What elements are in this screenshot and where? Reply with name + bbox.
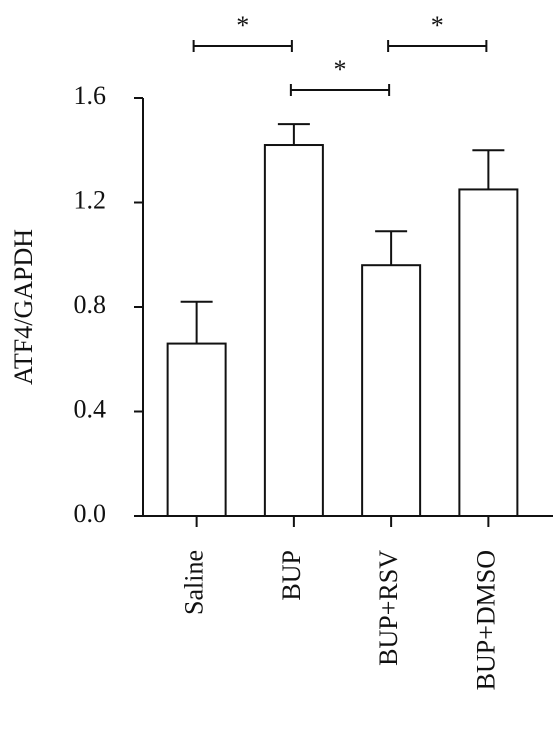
significance-bracket — [289, 84, 391, 96]
y-axis-label: ATF4/GAPDH — [9, 229, 38, 385]
y-tick-label: 0.0 — [74, 499, 107, 528]
significance-label: * — [431, 11, 444, 40]
y-tick-label: 0.8 — [74, 290, 107, 319]
bar — [263, 144, 324, 517]
y-tick-label: 1.2 — [74, 185, 107, 214]
x-tick-label: BUP+RSV — [374, 550, 403, 666]
bar — [166, 342, 227, 518]
y-tick-label: 0.4 — [74, 394, 107, 423]
significance-label: * — [236, 11, 249, 40]
x-tick-label: BUP+DMSO — [471, 550, 500, 690]
significance-bracket — [192, 40, 293, 52]
y-tick-label: 1.6 — [74, 81, 107, 110]
bar — [458, 188, 519, 517]
x-tick-label: Saline — [180, 550, 209, 615]
x-tick-label: BUP — [277, 550, 306, 601]
significance-bracket — [387, 40, 488, 52]
significance-label: * — [334, 55, 347, 84]
bar — [361, 264, 422, 518]
